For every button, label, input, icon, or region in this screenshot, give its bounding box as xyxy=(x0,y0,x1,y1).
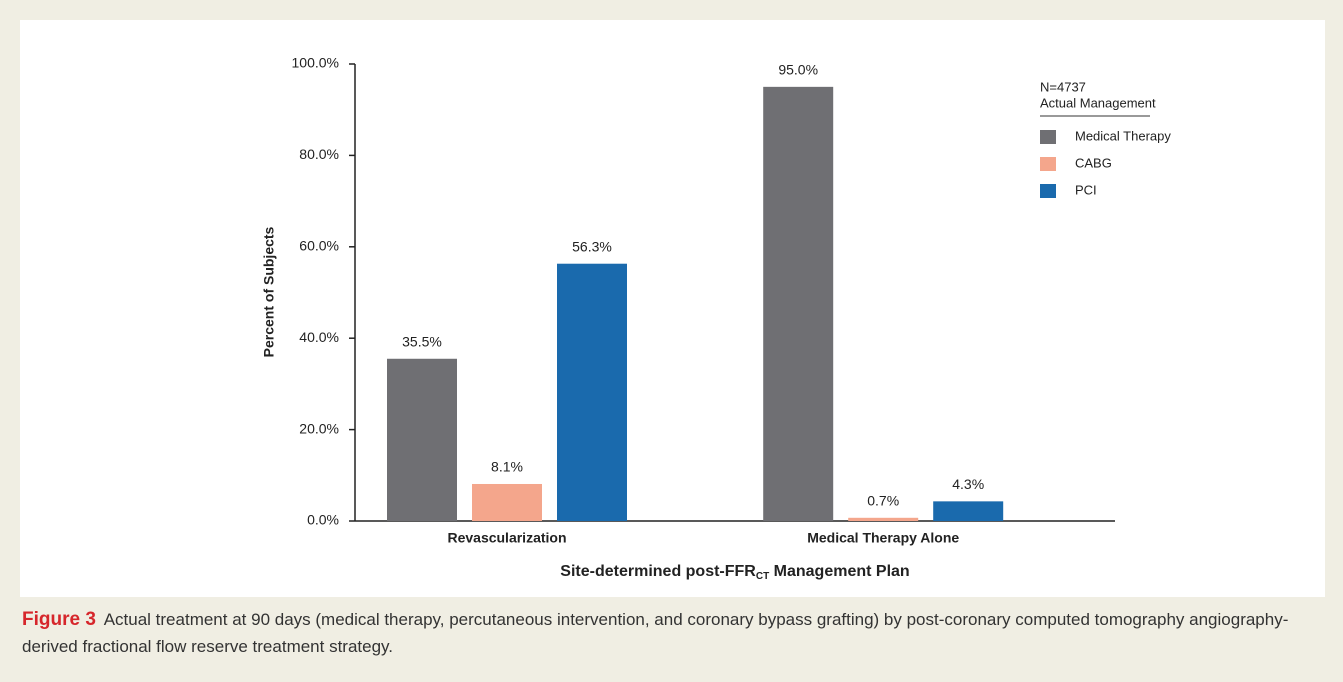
bar xyxy=(387,358,457,521)
y-tick-label: 100.0% xyxy=(292,55,339,71)
value-label: 8.1% xyxy=(491,459,523,475)
y-tick-label: 20.0% xyxy=(299,420,339,436)
value-label: 56.3% xyxy=(572,238,612,254)
y-tick-label: 40.0% xyxy=(299,329,339,345)
bar xyxy=(848,517,919,521)
y-tick-label: 0.0% xyxy=(307,512,339,528)
y-tick-label: 60.0% xyxy=(299,238,339,254)
legend-title: N=4737 xyxy=(1040,79,1086,94)
caption-text: Actual treatment at 90 days (medical the… xyxy=(22,610,1289,656)
legend-swatch xyxy=(1040,157,1056,171)
chart: Percent of Subjects Site-determined post… xyxy=(261,55,1172,582)
legend-label: CABG xyxy=(1075,155,1112,170)
caption: Figure 3 Actual treatment at 90 days (me… xyxy=(22,606,1322,660)
x-axis-title-sub: CT xyxy=(756,571,769,582)
legend-subtitle: Actual Management xyxy=(1040,95,1156,110)
bar xyxy=(933,501,1004,521)
legend-label: PCI xyxy=(1075,182,1097,197)
x-axis-title: Site-determined post-FFRCT Management Pl… xyxy=(560,563,909,581)
legend-swatch xyxy=(1040,184,1056,198)
bar xyxy=(472,483,542,521)
caption-label: Figure 3 xyxy=(22,609,96,630)
bar xyxy=(557,263,627,521)
value-label: 95.0% xyxy=(778,62,818,78)
x-axis-title-end: Management Plan xyxy=(769,563,909,580)
x-axis-title-main: Site-determined post-FFR xyxy=(560,563,756,580)
bar xyxy=(763,86,834,521)
x-tick-label: Revascularization xyxy=(447,530,566,546)
legend-label: Medical Therapy xyxy=(1075,128,1171,143)
value-label: 35.5% xyxy=(402,333,442,349)
value-label: 4.3% xyxy=(952,476,984,492)
x-tick-label: Medical Therapy Alone xyxy=(807,530,959,546)
y-tick-label: 80.0% xyxy=(299,146,339,162)
value-label: 0.7% xyxy=(867,493,899,509)
legend-swatch xyxy=(1040,130,1056,144)
y-axis-title: Percent of Subjects xyxy=(261,226,277,357)
